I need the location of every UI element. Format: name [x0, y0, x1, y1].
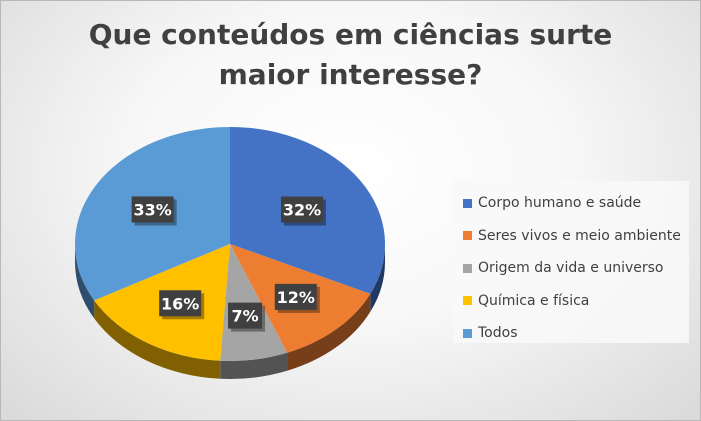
- legend-swatch: [463, 198, 472, 208]
- pie-side-walls: [75, 244, 385, 380]
- data-label-3: 16%: [159, 290, 205, 320]
- chart-title-line-1: Que conteúdos em ciências surte: [88, 18, 613, 51]
- pie-slice-2: [220, 244, 288, 361]
- data-label-2: 7%: [228, 302, 266, 332]
- pie-side-1: [287, 293, 371, 371]
- data-label-box: [159, 290, 202, 317]
- data-label-text: 16%: [161, 294, 199, 313]
- legend-item-quimica-fisica: Química e física: [453, 285, 689, 318]
- legend-item-origem-vida: Origem da vida e universo: [453, 252, 689, 285]
- legend-swatch: [463, 296, 472, 306]
- chart-title-line-2: maior interesse?: [218, 58, 483, 91]
- pie-side-2: [220, 352, 288, 380]
- data-label-box: [228, 302, 263, 329]
- legend-label: Origem da vida e universo: [478, 260, 664, 277]
- data-label-box: [131, 196, 174, 223]
- legend-label: Seres vivos e meio ambiente: [478, 227, 681, 244]
- legend-swatch: [463, 328, 472, 338]
- pie-side-0: [370, 244, 385, 312]
- data-label-text: 33%: [133, 200, 171, 219]
- data-label-text: 12%: [277, 288, 315, 307]
- data-label-box: [280, 196, 323, 223]
- legend-label: Todos: [478, 325, 518, 342]
- legend-label: Química e física: [478, 292, 590, 309]
- legend-item-todos: Todos: [453, 317, 689, 350]
- legend-swatch: [463, 263, 472, 273]
- chart-title: Que conteúdos em ciências surte maior in…: [1, 15, 700, 95]
- legend: Corpo humano e saúde Seres vivos e meio …: [453, 181, 689, 343]
- legend-item-corpo-humano: Corpo humano e saúde: [453, 187, 689, 220]
- pie-side-3: [94, 300, 221, 379]
- data-label-0: 32%: [280, 196, 326, 226]
- data-label-text: 32%: [283, 201, 321, 220]
- data-label-1: 12%: [274, 283, 320, 313]
- data-label-4: 33%: [131, 196, 177, 226]
- legend-swatch: [463, 231, 472, 241]
- data-label-box: [274, 283, 317, 310]
- legend-item-seres-vivos: Seres vivos e meio ambiente: [453, 220, 689, 253]
- legend-label: Corpo humano e saúde: [478, 195, 642, 212]
- data-label-text: 7%: [231, 307, 258, 326]
- pie-side-4: [75, 244, 95, 319]
